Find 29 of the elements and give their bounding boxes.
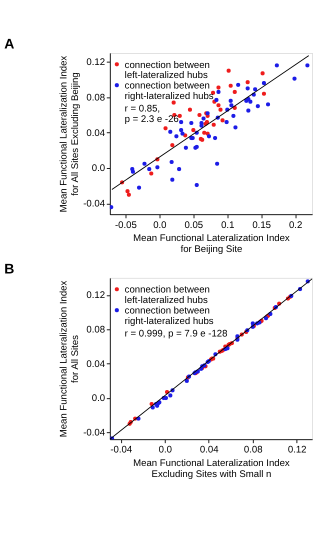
- x-tick-label: 0.08: [244, 444, 263, 456]
- y-tick-label: 0.04: [86, 358, 106, 370]
- x-tick-label: 0.2: [288, 220, 302, 231]
- y-tick-label: 0.08: [86, 92, 106, 104]
- annotation: r = 0.85, p = 2.3 e -26: [124, 103, 179, 125]
- y-axis-title: Mean Functional Lateralization Index for All Sites Excluding Beijing: [58, 56, 81, 212]
- y-tick-label: 0.12: [86, 290, 106, 302]
- y-tick-label: 0.0: [92, 393, 106, 404]
- x-tick-label: 0.0: [158, 444, 172, 456]
- x-tick-label: -0.04: [110, 444, 133, 456]
- x-tick-label: 0.12: [288, 444, 307, 456]
- x-tick-label: 0.15: [252, 220, 272, 231]
- x-tick-label: 0.1: [221, 220, 234, 231]
- chart-title: B: [4, 260, 14, 277]
- x-axis-title: Mean Functional Lateralization Index Excluding Sites with Small n: [133, 458, 290, 480]
- chart-title: A: [4, 36, 14, 52]
- y-tick-label: 0.0: [92, 163, 106, 174]
- y-tick-label: 0.04: [86, 128, 106, 139]
- y-tick-label: 0.12: [86, 56, 106, 68]
- x-tick-label: -0.05: [114, 220, 137, 231]
- y-tick-label: 0.08: [86, 324, 106, 336]
- y-axis-title: Mean Functional Lateralization Index for All Sites: [58, 280, 81, 438]
- x-axis-title: Mean Functional Lateralization Index for Beijing Site: [133, 232, 290, 256]
- x-tick-label: 0.0: [153, 220, 167, 231]
- annotation: r = 0.999, p = 7.9 e -128: [124, 328, 228, 340]
- y-tick-label: -0.04: [83, 427, 106, 438]
- y-tick-label: -0.04: [83, 198, 106, 210]
- x-tick-label: 0.04: [200, 444, 220, 456]
- x-tick-label: 0.05: [184, 220, 204, 231]
